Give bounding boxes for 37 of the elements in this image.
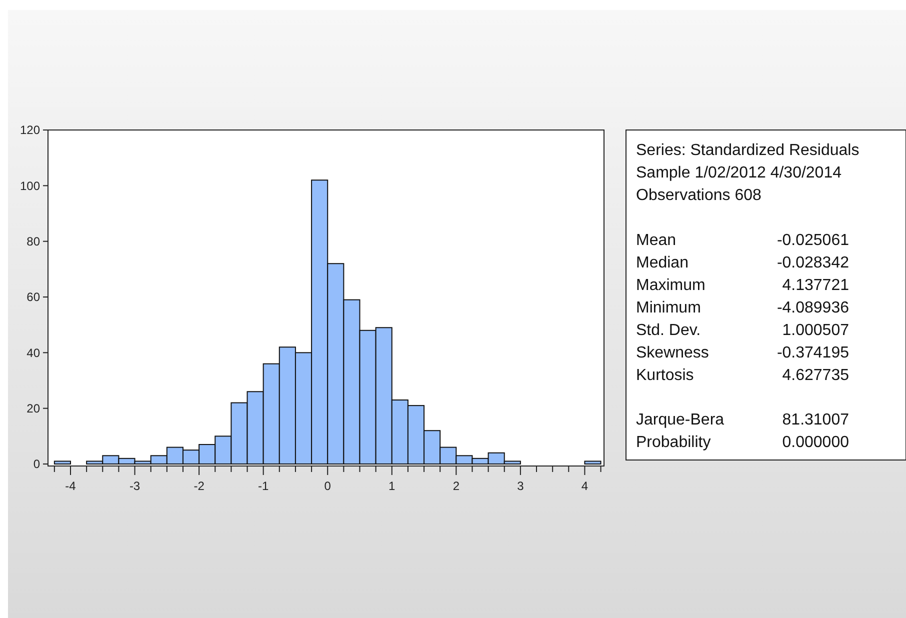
y-tick-label: 60 xyxy=(26,290,40,304)
text: 1.000507 xyxy=(782,322,850,339)
y-tick-label: 100 xyxy=(20,178,40,193)
text: 4.627735 xyxy=(782,367,850,384)
x-tick-label: -4 xyxy=(65,479,76,493)
y-tick-label: 0 xyxy=(33,457,40,472)
x-tick-label: -1 xyxy=(258,479,269,493)
text: -4.089936 xyxy=(776,300,850,316)
text: Mean xyxy=(636,232,676,249)
y-tick-label: 80 xyxy=(26,234,40,249)
text: Sample 1/02/2012 4/30/2014 xyxy=(636,164,842,182)
text: 81.31007 xyxy=(782,412,850,428)
text: -0.374195 xyxy=(776,344,850,362)
text: Kurtosis xyxy=(636,367,694,384)
x-tick-label: 0 xyxy=(324,479,332,493)
text: Probability xyxy=(636,434,711,451)
text: -0.028342 xyxy=(776,254,850,272)
x-tick-label: 3 xyxy=(517,479,524,493)
y-tick-label: 120 xyxy=(20,123,40,138)
text: Observations 608 xyxy=(636,187,762,204)
text: -0.025061 xyxy=(776,232,850,249)
text: Maximum xyxy=(636,277,706,294)
x-tick-label: -2 xyxy=(194,479,205,493)
x-tick-label: 4 xyxy=(581,479,588,493)
x-tick-label: 2 xyxy=(452,479,460,493)
text: Minimum xyxy=(636,300,701,316)
y-tick-label: 20 xyxy=(26,402,40,416)
text: Skewness xyxy=(636,344,709,362)
text: Median xyxy=(636,254,688,272)
text: Jarque-Bera xyxy=(636,412,724,428)
text: Series: Standardized Residuals xyxy=(636,142,860,159)
text: Std. Dev. xyxy=(636,322,701,339)
x-tick-label: 1 xyxy=(388,479,396,493)
text: 0.000000 xyxy=(782,434,850,451)
y-tick-label: 40 xyxy=(26,346,40,360)
text: 4.137721 xyxy=(782,277,850,294)
x-tick-label: -3 xyxy=(129,479,140,493)
